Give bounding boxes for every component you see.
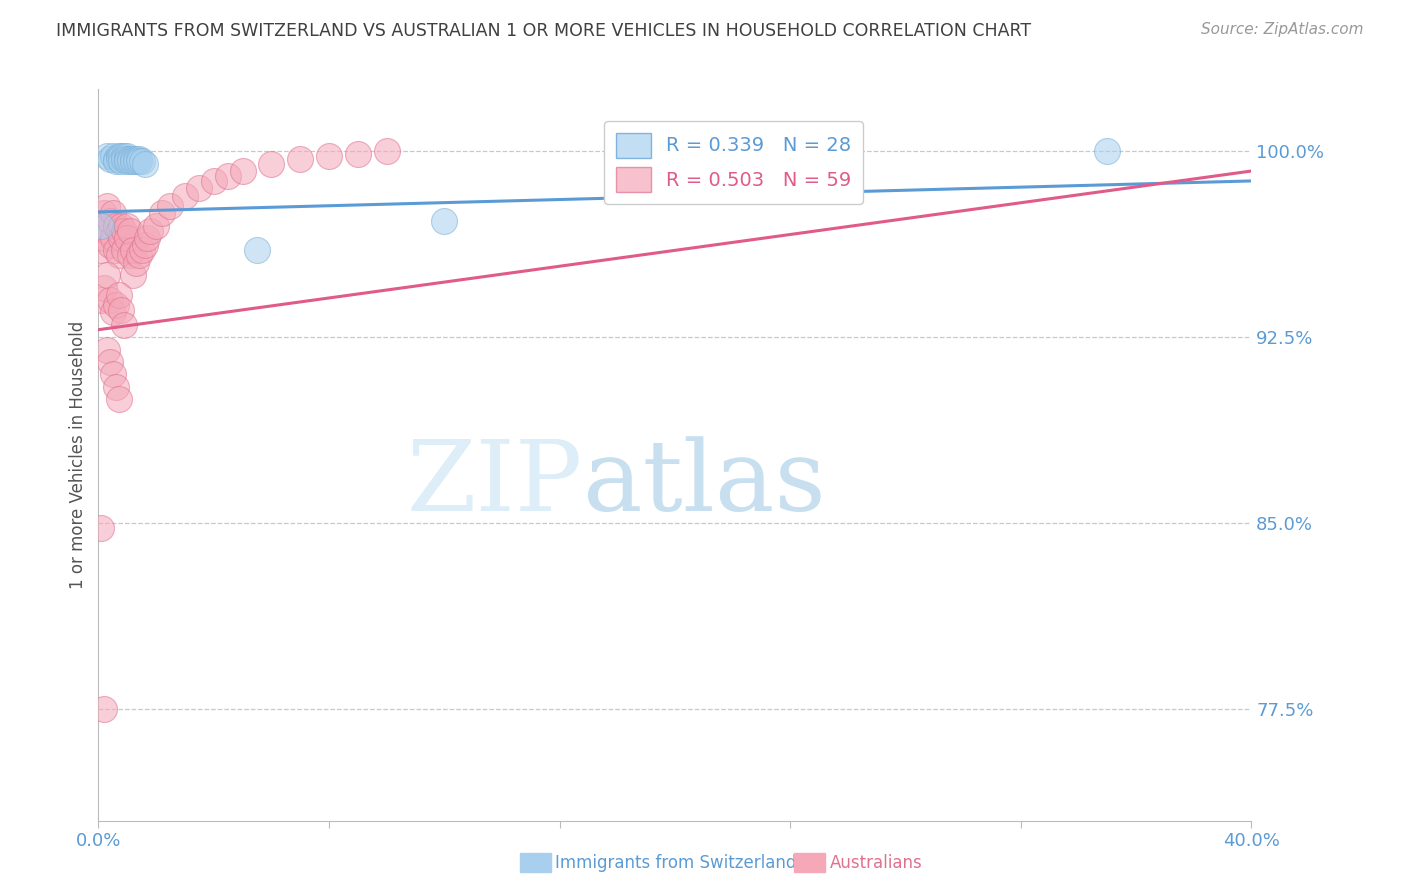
Point <box>101 206 124 220</box>
Point <box>112 149 135 163</box>
Point <box>125 154 148 169</box>
Text: IMMIGRANTS FROM SWITZERLAND VS AUSTRALIAN 1 OR MORE VEHICLES IN HOUSEHOLD CORREL: IMMIGRANTS FROM SWITZERLAND VS AUSTRALIA… <box>56 22 1032 40</box>
Point <box>117 152 138 166</box>
Point <box>98 213 121 227</box>
Point <box>117 149 138 163</box>
Point <box>104 154 127 169</box>
Point <box>131 244 153 258</box>
Point <box>104 298 127 312</box>
Point <box>122 268 145 282</box>
Point <box>101 231 124 245</box>
Point <box>145 219 167 233</box>
Point <box>112 223 135 237</box>
Point <box>110 219 132 233</box>
Point <box>112 152 135 166</box>
Point <box>101 149 124 163</box>
Point <box>375 144 398 158</box>
Point <box>93 206 115 220</box>
Point <box>128 248 150 262</box>
Point <box>128 154 150 169</box>
Point <box>125 256 148 270</box>
Text: Source: ZipAtlas.com: Source: ZipAtlas.com <box>1201 22 1364 37</box>
Point <box>150 206 173 220</box>
Point <box>117 219 138 233</box>
Point <box>128 152 150 166</box>
Text: ZIP: ZIP <box>406 436 582 532</box>
Point <box>90 219 112 233</box>
Point <box>96 223 118 237</box>
Point <box>110 154 132 169</box>
Point <box>107 288 129 302</box>
Point <box>112 244 135 258</box>
Text: Immigrants from Switzerland: Immigrants from Switzerland <box>555 854 797 871</box>
Point <box>174 189 197 203</box>
Point <box>98 355 121 369</box>
Point <box>104 219 127 233</box>
Point <box>101 305 124 319</box>
Point <box>122 154 145 169</box>
Y-axis label: 1 or more Vehicles in Household: 1 or more Vehicles in Household <box>69 321 87 589</box>
Point <box>120 152 142 166</box>
Point <box>117 231 138 245</box>
Point <box>93 231 115 245</box>
Point <box>90 244 112 258</box>
Point <box>346 146 368 161</box>
Point <box>90 521 112 535</box>
Point <box>98 238 121 252</box>
Point <box>217 169 239 183</box>
Point <box>107 248 129 262</box>
Point <box>134 156 156 170</box>
Point <box>246 244 269 258</box>
Point <box>93 702 115 716</box>
Point <box>96 149 118 163</box>
Point <box>120 154 142 169</box>
Point <box>110 302 132 317</box>
Point <box>125 152 148 166</box>
Point <box>318 149 340 163</box>
Point <box>107 149 129 163</box>
Legend: R = 0.339   N = 28, R = 0.503   N = 59: R = 0.339 N = 28, R = 0.503 N = 59 <box>605 120 863 204</box>
Point <box>104 152 127 166</box>
Point <box>120 223 142 237</box>
Point <box>1097 144 1119 158</box>
Point <box>122 152 145 166</box>
Point <box>104 380 127 394</box>
Point <box>96 199 118 213</box>
Point <box>134 238 156 252</box>
Point <box>107 223 129 237</box>
Point <box>96 268 118 282</box>
Point <box>107 392 129 406</box>
Point <box>90 219 112 233</box>
Point <box>98 152 121 166</box>
Point <box>290 152 312 166</box>
Point <box>98 293 121 307</box>
Text: atlas: atlas <box>582 436 825 532</box>
Point <box>120 248 142 262</box>
Point <box>117 154 138 169</box>
Point <box>93 280 115 294</box>
Point <box>107 152 129 166</box>
Text: Australians: Australians <box>830 854 922 871</box>
Point <box>139 223 162 237</box>
Point <box>202 174 225 188</box>
Point <box>110 231 132 245</box>
Point <box>110 149 132 163</box>
Point <box>433 213 456 227</box>
Point <box>104 244 127 258</box>
Point <box>112 318 135 332</box>
Point <box>188 181 211 195</box>
Point <box>260 156 283 170</box>
Point <box>101 368 124 382</box>
Point <box>131 154 153 169</box>
Point <box>122 244 145 258</box>
Point <box>90 293 112 307</box>
Point <box>96 343 118 357</box>
Point <box>231 164 254 178</box>
Point <box>136 231 159 245</box>
Point <box>159 199 181 213</box>
